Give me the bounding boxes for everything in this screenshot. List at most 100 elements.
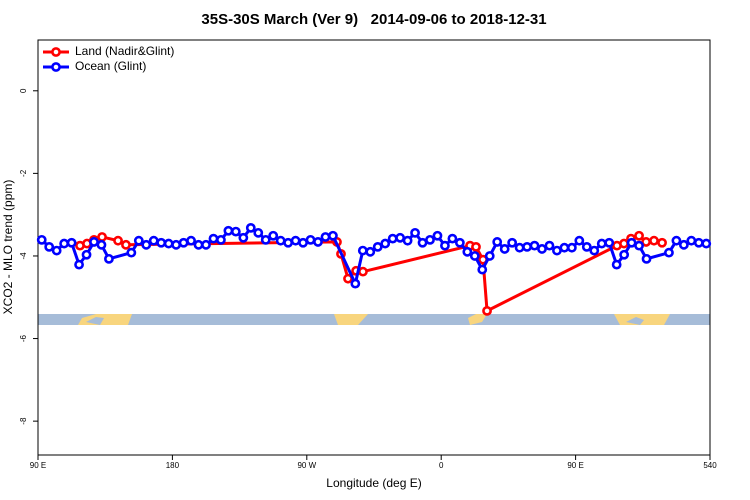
data-point [482,305,492,316]
data-point [671,235,682,246]
data-point [522,241,532,252]
data-point [566,242,577,253]
data-point [238,232,249,243]
data-point [96,239,107,250]
data-point [664,247,674,258]
data-point [686,235,697,246]
data-point [484,251,495,261]
y-tick-label: 0 [19,88,28,93]
data-point [141,239,152,250]
data-point [275,235,286,246]
data-point [230,226,241,237]
y-axis-label: XCO2 - MLO trend (ppm) [1,180,15,315]
data-point [320,232,331,242]
data-point [701,238,712,249]
legend-label: Land (Nadir&Glint) [75,44,174,58]
data-point [216,234,226,245]
data-point [619,249,630,260]
data-point [471,241,481,252]
data-point [89,237,99,247]
data-point [589,245,600,256]
data-point [357,245,368,256]
data-point [657,237,667,248]
data-point [380,238,391,249]
data-point [223,225,234,236]
legend-marker [51,47,61,57]
data-point [604,237,615,248]
data-point [260,234,271,245]
data-point [372,241,383,252]
data-point [492,237,503,247]
data-point [552,245,562,256]
data-point [313,237,323,247]
data-point [358,266,368,277]
data-point [440,240,450,251]
x-tick-label: 540 [703,461,717,470]
data-point [432,230,443,241]
data-point [245,222,256,233]
data-point [268,230,279,241]
data-point [634,240,644,251]
data-point [59,238,70,249]
data-point [290,235,301,246]
x-tick-label: 0 [439,461,444,470]
data-point [619,238,629,249]
y-tick-label: -4 [19,252,28,260]
y-tick-label: -2 [19,169,28,177]
x-tick-label: 180 [166,461,180,470]
data-point [350,278,361,289]
data-point [171,239,182,250]
chart-title: 35S-30S March (Ver 9) 2014-09-06 to 2018… [201,11,546,28]
y-tick-label: -6 [19,334,28,342]
land-ocean-strip [38,314,710,325]
data-point [74,259,84,270]
data-point [298,237,308,248]
data-point [402,235,413,246]
data-point [581,241,592,252]
data-point [51,245,62,256]
data-point [626,237,637,248]
data-point [104,253,114,264]
data-point [44,241,55,252]
data-point [133,235,144,246]
data-point [186,235,196,246]
data-point [66,237,77,248]
data-point [529,240,540,251]
data-point [193,239,204,250]
y-tick-label: -8 [19,417,28,425]
data-point [163,238,174,249]
data-point [126,247,137,258]
data-point [208,233,219,244]
data-point [113,235,123,246]
data-point [678,239,689,250]
data-point [507,237,518,248]
data-point [97,232,107,242]
data-point [514,242,525,253]
data-point [328,230,338,241]
data-point [417,237,428,248]
data-point [148,235,159,246]
data-point [425,234,435,245]
data-point [559,242,570,253]
data-point [693,237,704,248]
data-point [641,253,652,264]
x-tick-label: 90 W [297,461,316,470]
data-point [201,239,211,250]
data-point [121,239,131,250]
data-point [462,246,473,257]
data-point [253,227,264,238]
data-point [634,230,644,241]
x-tick-label: 90 E [567,461,583,470]
data-point [469,251,480,261]
plot-frame [37,39,711,456]
data-point [454,237,465,248]
data-point [81,249,92,260]
data-point [611,259,622,270]
data-point [477,264,488,275]
data-point [649,235,659,246]
data-point [387,233,398,244]
data-point [156,237,167,248]
data-point [36,234,47,245]
data-point [574,235,585,246]
